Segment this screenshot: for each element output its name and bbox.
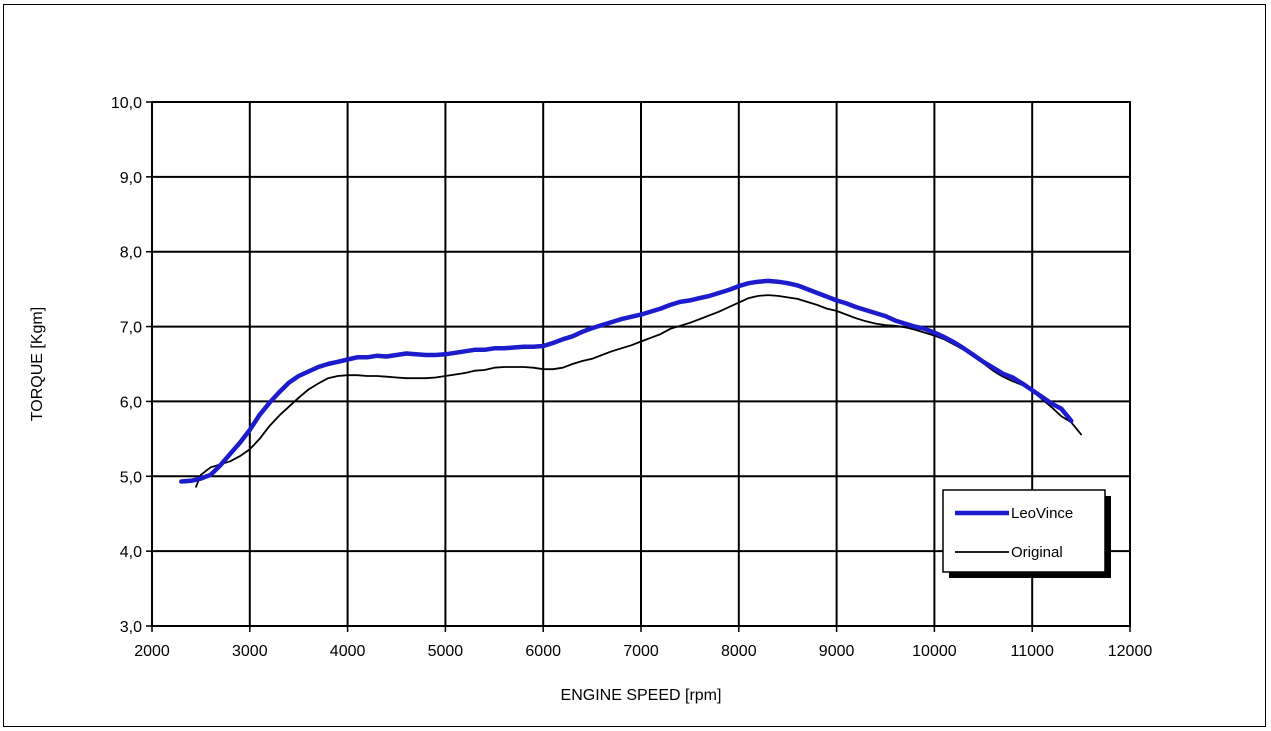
- series-line-original: [195, 294, 1082, 488]
- x-axis-title: ENGINE SPEED [rpm]: [561, 687, 722, 704]
- plot-area-border: [151, 101, 1131, 627]
- y-tick-label: 5,0: [120, 469, 142, 486]
- x-tick-label: 11000: [1011, 643, 1054, 660]
- series-layer: [179, 278, 1082, 488]
- x-tick-label: 4000: [330, 643, 366, 660]
- x-tick-label: 6000: [525, 643, 561, 660]
- y-axis-title: TORQUE [Kgm]: [29, 307, 46, 421]
- legend-label-original: Original: [1011, 544, 1063, 561]
- x-tick-label: 2000: [134, 643, 170, 660]
- x-tick-label: 12000: [1108, 643, 1153, 660]
- x-tick-label: 5000: [428, 643, 464, 660]
- legend-box: [942, 489, 1106, 573]
- legend: LeoVince Original: [942, 489, 1111, 578]
- x-tick-label: 9000: [819, 643, 855, 660]
- legend-label-leovince: LeoVince: [1011, 505, 1073, 522]
- y-tick-label: 4,0: [120, 544, 142, 561]
- x-tick-label: 7000: [623, 643, 659, 660]
- y-tick-label: 8,0: [120, 245, 142, 262]
- y-tick-label: 6,0: [120, 394, 142, 411]
- y-tick-label: 7,0: [120, 320, 142, 337]
- series-line-leovince: [179, 278, 1074, 484]
- x-tick-label: 8000: [721, 643, 757, 660]
- y-tick-label: 10,0: [111, 95, 142, 112]
- y-tick-label: 3,0: [120, 619, 142, 636]
- x-tick-label: 3000: [232, 643, 268, 660]
- chart-frame: [3, 4, 1266, 727]
- y-tick-label: 9,0: [120, 170, 142, 187]
- x-tick-labels: 2000 3000 4000 5000 6000 7000 8000 9000 10000 110…: [134, 643, 1152, 660]
- x-tick-label: 10000: [912, 643, 957, 660]
- y-tick-labels: 3,0 4,0 5,0 6,0 7,0 8,0 9,0 10,0: [111, 95, 142, 636]
